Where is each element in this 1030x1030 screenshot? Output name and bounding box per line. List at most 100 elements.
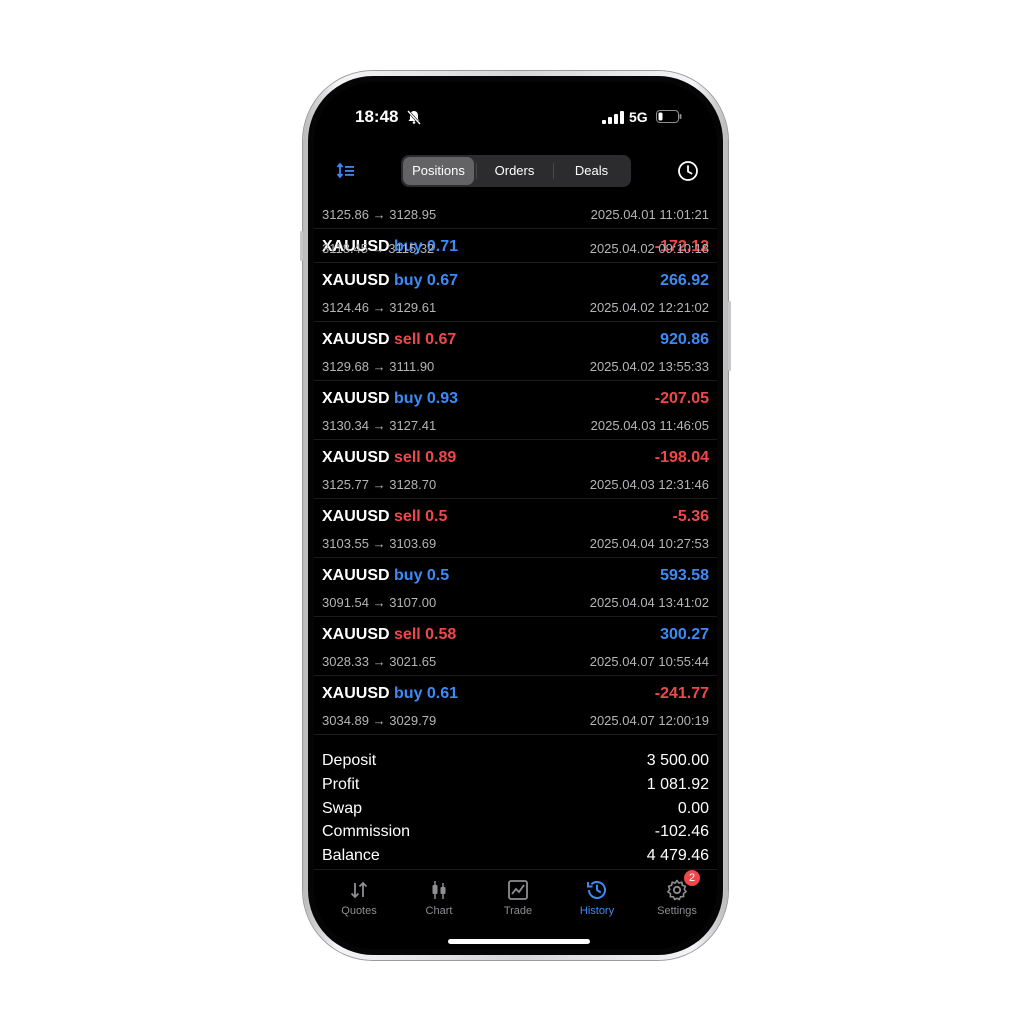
tab-chart[interactable]: Chart bbox=[404, 878, 474, 917]
trade-side-volume: buy 0.5 bbox=[394, 567, 450, 584]
list-item[interactable]: XAUUSD buy 0.5 593.58 3091.54 → 3107.00 202… bbox=[314, 558, 717, 617]
trade-datetime: 2025.04.01 11:01:21 bbox=[590, 207, 709, 222]
signal-icon bbox=[602, 111, 624, 124]
segment-divider bbox=[476, 163, 477, 179]
trade-symbol: XAUUSD buy 0.67 bbox=[322, 272, 458, 290]
summary-label: Deposit bbox=[322, 752, 377, 769]
tab-trade[interactable]: Trade bbox=[483, 878, 553, 917]
list-item[interactable]: XAUUSD sell 0.58 300.27 3028.33 → 3021.65 2… bbox=[314, 617, 717, 676]
tab-label: Chart bbox=[425, 905, 453, 917]
list-item[interactable]: XAUUSD buy 0.67 266.92 3124.46 → 3129.61 20… bbox=[314, 263, 717, 322]
open-close-prices: 3124.46 → 3129.61 bbox=[322, 300, 437, 315]
trade-symbol: XAUUSD sell 0.67 bbox=[322, 331, 456, 349]
tab-orders[interactable]: Orders bbox=[494, 163, 535, 178]
trade-side-volume: buy 0.71 bbox=[394, 238, 459, 255]
tab-label: Quotes bbox=[341, 905, 377, 917]
tab-history[interactable]: History bbox=[562, 878, 632, 917]
summary-value: 3 500.00 bbox=[646, 752, 709, 769]
notification-badge: 2 bbox=[684, 870, 700, 886]
open-close-prices: 3125.86 → 3128.95 bbox=[322, 207, 437, 222]
tab-positions[interactable]: Positions bbox=[403, 157, 474, 185]
trade-icon bbox=[508, 880, 528, 900]
open-close-prices: 3118.45 → 3115.32 bbox=[322, 241, 435, 256]
trade-datetime: 2025.04.03 12:31:46 bbox=[589, 477, 709, 492]
open-close-prices: 3129.68 → 3111.90 bbox=[322, 359, 435, 374]
list-item[interactable]: XAUUSD buy 0.93 -207.05 3130.34 → 3127.41 2… bbox=[314, 381, 717, 440]
top-bar: Positions Orders Deals bbox=[314, 155, 717, 187]
symbol-name: XAUUSD bbox=[322, 238, 390, 255]
summary-label: Profit bbox=[322, 775, 360, 793]
trade-profit: -207.05 bbox=[654, 390, 709, 407]
list-item[interactable]: XAUUSD sell 0.89 -198.04 3125.77 → 3128.70… bbox=[314, 440, 717, 499]
symbol-name: XAUUSD bbox=[322, 390, 390, 407]
trade-profit: 266.92 bbox=[660, 272, 709, 289]
tab-label: Trade bbox=[503, 905, 533, 917]
open-close-prices: 3103.55 → 3103.69 bbox=[322, 536, 437, 551]
tab-settings[interactable]: 2 Settings bbox=[642, 870, 712, 917]
list-item[interactable]: XAUUSD buy 0.71 -172.12 3118.45 → 3115.32 2… bbox=[314, 229, 717, 263]
summary-swap: Swap 0.00 bbox=[314, 800, 717, 824]
summary-profit: Profit 1 081.92 bbox=[314, 776, 717, 800]
bezel: 18:48 5G bbox=[308, 76, 723, 955]
trade-symbol: XAUUSD sell 0.58 bbox=[322, 626, 456, 644]
trade-profit: -172.12 bbox=[654, 238, 709, 255]
open-close-prices: 3091.54 → 3107.00 bbox=[322, 595, 437, 610]
trade-side-volume: buy 0.67 bbox=[394, 272, 459, 289]
list-item[interactable]: XAUUSD buy 0.61 -241.77 3034.89 → 3029.79 2… bbox=[314, 676, 717, 735]
symbol-name: XAUUSD bbox=[322, 685, 390, 702]
sort-icon[interactable] bbox=[336, 161, 356, 181]
trade-datetime: 2025.04.07 12:00:19 bbox=[589, 713, 709, 728]
symbol-name: XAUUSD bbox=[322, 567, 390, 584]
clock-icon[interactable] bbox=[677, 160, 699, 182]
trade-side-volume: buy 0.61 bbox=[394, 685, 459, 702]
trade-profit: -241.77 bbox=[654, 685, 709, 702]
trade-profit: -198.04 bbox=[654, 449, 709, 466]
trade-symbol: XAUUSD sell 0.5 bbox=[322, 508, 447, 526]
gear-icon bbox=[667, 879, 687, 901]
trade-profit: -5.36 bbox=[672, 508, 709, 525]
trade-side-volume: sell 0.67 bbox=[394, 331, 457, 348]
screen: 18:48 5G bbox=[314, 82, 717, 949]
open-close-prices: 3125.77 → 3128.70 bbox=[322, 477, 437, 492]
trade-symbol: XAUUSD buy 0.93 bbox=[322, 390, 458, 408]
summary-label: Balance bbox=[322, 847, 380, 865]
trade-datetime: 2025.04.02 13:55:33 bbox=[589, 359, 709, 374]
summary-commission: Commission -102.46 bbox=[314, 823, 717, 847]
list-item[interactable]: XAUUSD sell 0.5 -5.36 3103.55 → 3103.69 202… bbox=[314, 499, 717, 558]
list-item[interactable]: 3125.86 → 3128.95 2025.04.01 11:01:21 bbox=[314, 195, 717, 229]
symbol-name: XAUUSD bbox=[322, 272, 390, 289]
symbol-name: XAUUSD bbox=[322, 626, 390, 643]
tab-deals[interactable]: Deals bbox=[574, 163, 609, 178]
summary-value: 1 081.92 bbox=[646, 775, 709, 793]
trade-profit: 300.27 bbox=[660, 626, 709, 643]
open-close-prices: 3028.33 → 3021.65 bbox=[322, 654, 437, 669]
summary-label: Commission bbox=[322, 823, 411, 841]
trade-side-volume: sell 0.89 bbox=[394, 449, 457, 466]
list-item[interactable]: XAUUSD sell 0.67 920.86 3129.68 → 3111.90 2… bbox=[314, 322, 717, 381]
trade-symbol: XAUUSD buy 0.61 bbox=[322, 685, 458, 703]
summary-value: 4 479.46 bbox=[646, 847, 709, 865]
bell-slash-icon bbox=[407, 110, 421, 125]
trade-side-volume: buy 0.93 bbox=[394, 390, 459, 407]
trade-side-volume: sell 0.58 bbox=[394, 626, 457, 643]
tab-label: Settings bbox=[657, 905, 697, 917]
summary-deposit: Deposit 3 500.00 bbox=[314, 752, 717, 776]
chart-icon bbox=[432, 881, 446, 899]
history-icon bbox=[587, 881, 606, 899]
symbol-name: XAUUSD bbox=[322, 449, 390, 466]
trade-datetime: 2025.04.03 11:46:05 bbox=[590, 418, 709, 433]
tab-quotes[interactable]: Quotes bbox=[324, 878, 394, 917]
trade-profit: 920.86 bbox=[660, 331, 709, 348]
power-button bbox=[728, 301, 731, 371]
home-indicator[interactable] bbox=[448, 939, 590, 944]
network-type: 5G bbox=[629, 109, 648, 125]
phone-frame: 18:48 5G bbox=[300, 71, 731, 960]
trade-datetime: 2025.04.04 10:27:53 bbox=[589, 536, 709, 551]
open-close-prices: 3130.34 → 3127.41 bbox=[322, 418, 437, 433]
trade-datetime: 2025.04.02 12:21:02 bbox=[589, 300, 709, 315]
trade-side-volume: sell 0.5 bbox=[394, 508, 448, 525]
symbol-name: XAUUSD bbox=[322, 508, 390, 525]
segmented-control: Positions Orders Deals bbox=[401, 155, 631, 187]
history-list: 3125.86 → 3128.95 2025.04.01 11:01:21 XA… bbox=[314, 195, 717, 735]
tab-label: History bbox=[579, 905, 615, 917]
